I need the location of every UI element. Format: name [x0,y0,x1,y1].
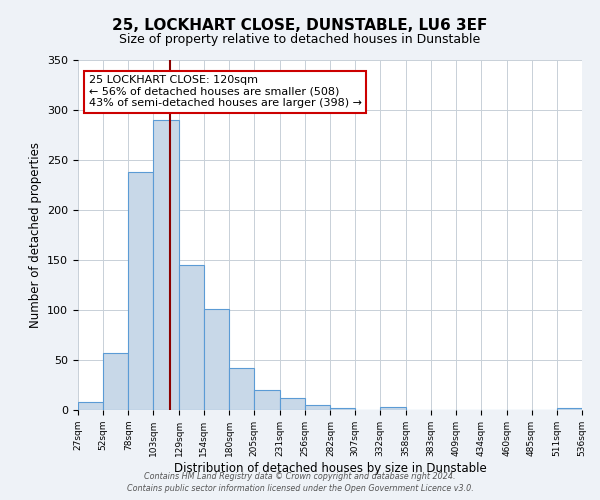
Bar [254,390,280,410]
Bar [229,368,254,410]
Text: Contains public sector information licensed under the Open Government Licence v3: Contains public sector information licen… [127,484,473,493]
Bar [305,405,331,410]
Bar [280,398,305,410]
Text: 25 LOCKHART CLOSE: 120sqm
← 56% of detached houses are smaller (508)
43% of semi: 25 LOCKHART CLOSE: 120sqm ← 56% of detac… [89,75,362,108]
Y-axis label: Number of detached properties: Number of detached properties [29,142,41,328]
Text: Contains HM Land Registry data © Crown copyright and database right 2024.: Contains HM Land Registry data © Crown c… [144,472,456,481]
Bar [78,402,103,410]
X-axis label: Distribution of detached houses by size in Dunstable: Distribution of detached houses by size … [173,462,487,474]
Bar [128,172,153,410]
Bar [103,353,128,410]
Bar [204,309,229,410]
Bar [380,407,406,410]
Bar [331,408,355,410]
Bar [153,120,179,410]
Text: Size of property relative to detached houses in Dunstable: Size of property relative to detached ho… [119,32,481,46]
Bar [557,408,582,410]
Text: 25, LOCKHART CLOSE, DUNSTABLE, LU6 3EF: 25, LOCKHART CLOSE, DUNSTABLE, LU6 3EF [112,18,488,32]
Bar [179,265,204,410]
